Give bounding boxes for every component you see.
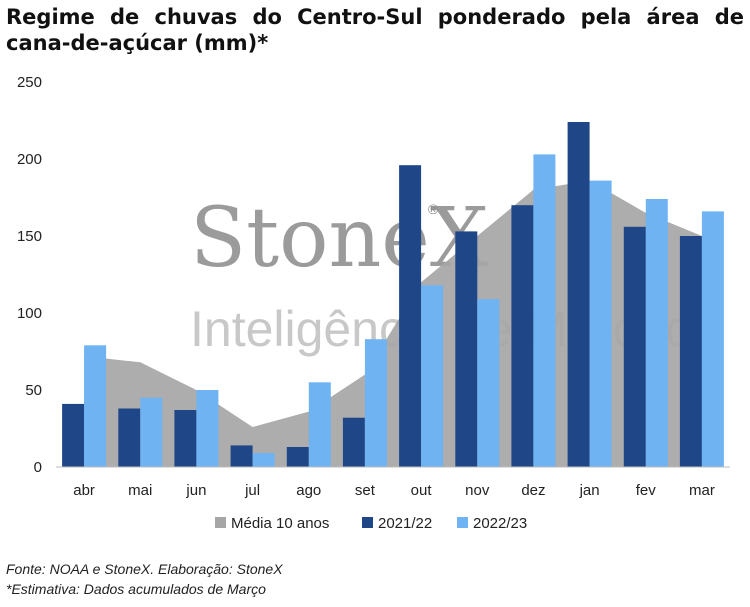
footer-note: *Estimativa: Dados acumulados de Março [6, 581, 266, 597]
bar-2021-22-mai [118, 408, 141, 467]
y-tick-label: 200 [17, 151, 42, 168]
plot-area: 0 50 100 150 200 250 abr mai jun jul ago set out nov d… [17, 74, 730, 499]
bar-2022-23-abr [84, 345, 107, 467]
bar-2021-22-jun [174, 410, 197, 467]
x-tick-label: out [411, 482, 433, 499]
x-tick-label: fev [636, 482, 657, 499]
bar-2021-22-set [342, 417, 365, 467]
legend-swatch [215, 517, 226, 528]
legend-swatch [362, 517, 373, 528]
watermark-registered: ® [428, 201, 439, 217]
x-tick-label: abr [73, 482, 95, 499]
y-tick-label: 50 [25, 382, 42, 399]
y-tick-label: 0 [34, 459, 42, 476]
x-tick-label: ago [296, 482, 321, 499]
footer-source: Fonte: NOAA e StoneX. Elaboração: StoneX [6, 561, 283, 577]
bar-2021-22-ago [286, 447, 309, 467]
bar-2022-23-fev [645, 199, 668, 467]
bar-2022-23-jan [589, 180, 612, 467]
legend-label: 2021/22 [378, 515, 432, 532]
x-tick-label: jan [579, 482, 600, 499]
chart-title: Regime de chuvas do Centro-Sul ponderado… [6, 5, 744, 55]
legend-swatch [457, 517, 468, 528]
bar-2021-22-out [399, 165, 422, 467]
bar-2022-23-set [364, 339, 387, 467]
bar-2021-22-abr [62, 403, 85, 467]
x-tick-label: mai [128, 482, 152, 499]
legend-label: Média 10 anos [231, 515, 329, 532]
bar-2022-23-jun [196, 390, 219, 467]
y-tick-label: 100 [17, 305, 42, 322]
bar-2022-23-ago [308, 382, 331, 467]
bar-2022-23-jul [252, 453, 275, 467]
bar-2021-22-jul [230, 445, 253, 467]
bar-2022-23-nov [477, 299, 500, 467]
x-tick-label: dez [521, 482, 545, 499]
y-tick-label: 250 [17, 74, 42, 91]
x-tick-label: jul [244, 482, 260, 499]
x-tick-label: mar [689, 482, 715, 499]
bar-2021-22-mar [679, 236, 702, 467]
x-tick-label: nov [465, 482, 490, 499]
bar-2022-23-mar [701, 211, 724, 467]
bar-2021-22-fev [623, 226, 646, 467]
bar-2021-22-nov [455, 231, 478, 467]
y-tick-label: 150 [17, 228, 42, 245]
legend-label: 2022/23 [473, 515, 527, 532]
bar-2022-23-mai [140, 397, 163, 467]
bar-2022-23-dez [533, 154, 556, 467]
bar-2022-23-out [421, 285, 444, 467]
bar-2021-22-dez [511, 205, 534, 467]
legend: Média 10 anos 2021/22 2022/23 [215, 515, 527, 532]
x-tick-label: jun [185, 482, 206, 499]
x-tick-label: set [355, 482, 376, 499]
bar-2021-22-jan [567, 122, 590, 467]
